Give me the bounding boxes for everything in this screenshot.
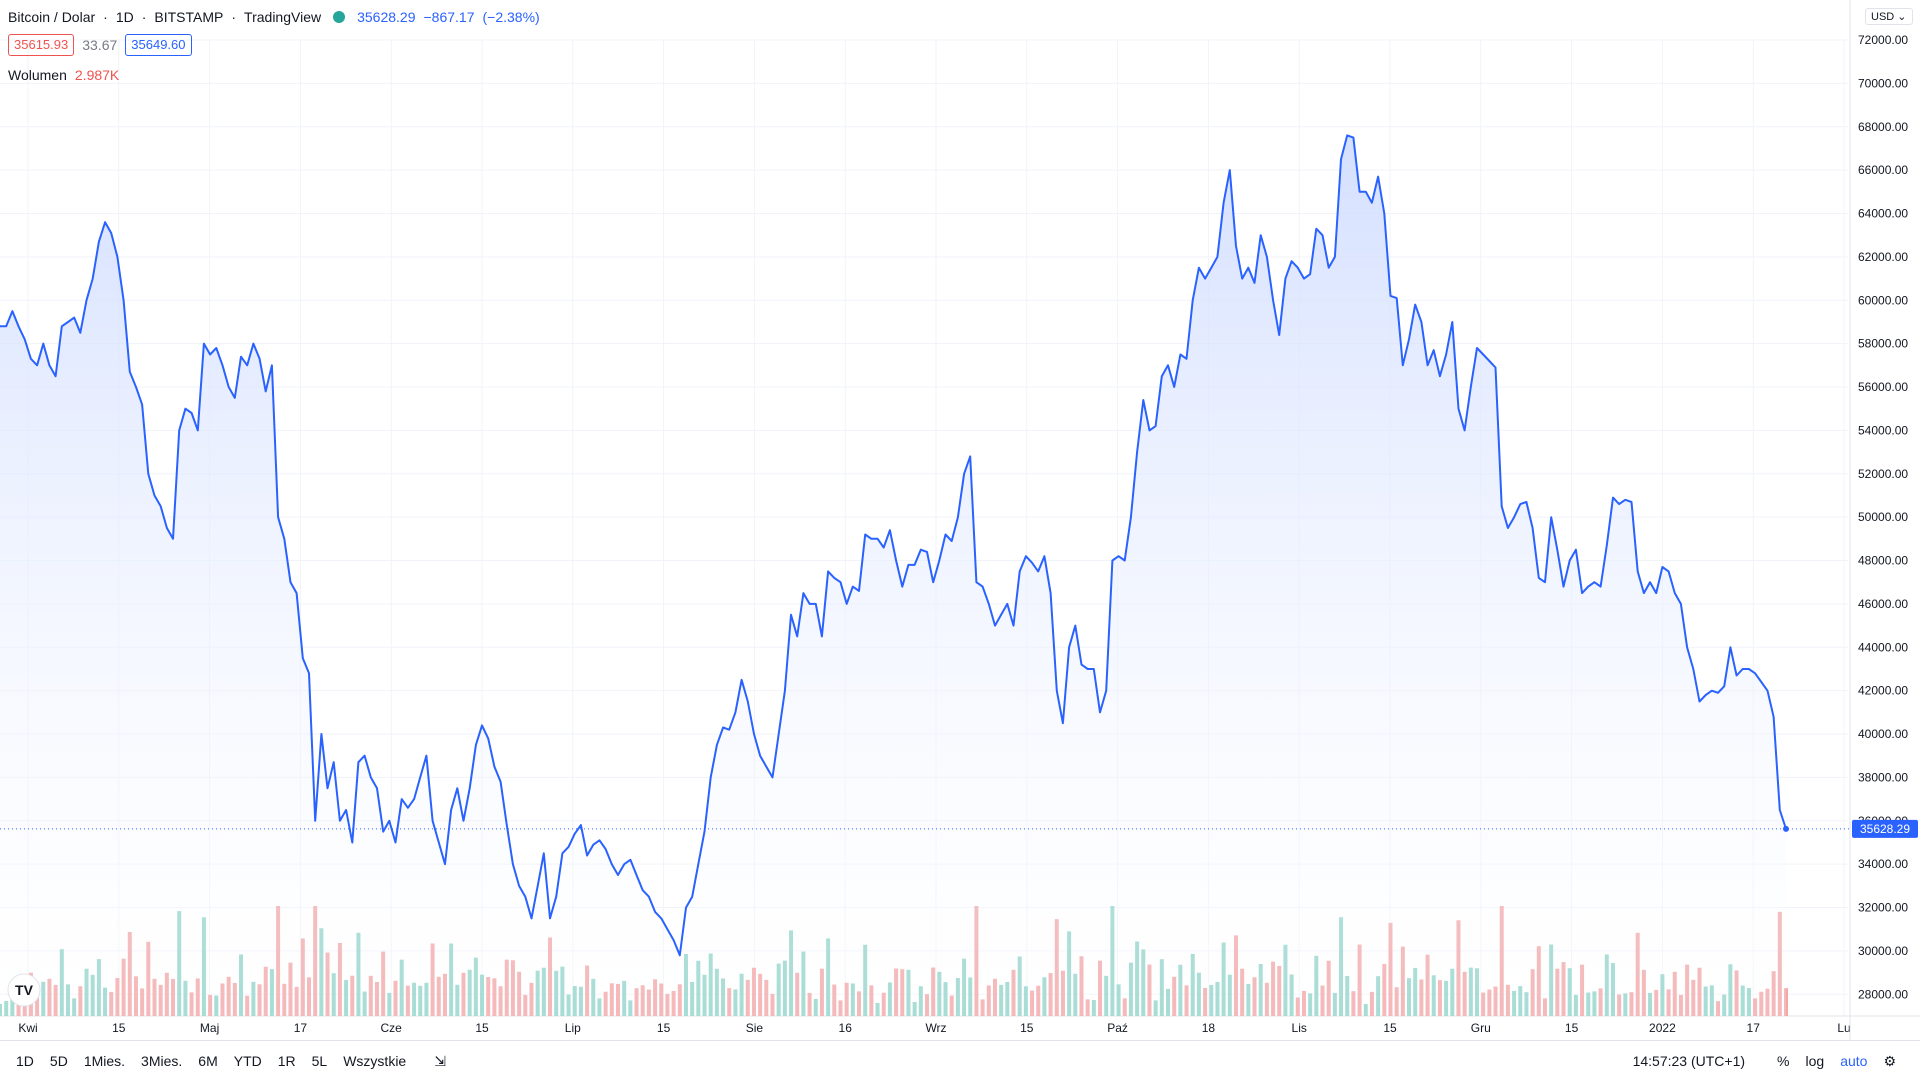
ask-button[interactable]: 35649.60 [125,34,192,56]
y-tick-label: 56000.00 [1858,380,1908,394]
price-change: −867.17 [423,9,475,25]
y-tick-label: 40000.00 [1858,727,1908,741]
y-tick-label: 60000.00 [1858,293,1908,307]
separator-dot: · [141,9,147,25]
auto-toggle[interactable]: auto [1840,1053,1868,1069]
x-tick-label: 2022 [1649,1021,1676,1035]
x-tick-label: Maj [200,1021,219,1035]
range-5d-button[interactable]: 5D [49,1053,68,1069]
y-tick-label: 38000.00 [1858,770,1908,784]
x-tick-label: 16 [839,1021,853,1035]
log-toggle[interactable]: log [1805,1053,1825,1069]
y-tick-label: 70000.00 [1858,76,1908,90]
y-tick-label: 62000.00 [1858,250,1908,264]
y-tick-label: 44000.00 [1858,640,1908,654]
y-tick-label: 32000.00 [1858,901,1908,915]
interval-label[interactable]: 1D [115,9,134,25]
volume-row: Wolumen 2.987K [8,66,540,84]
x-tick-label: 15 [657,1021,671,1035]
spread-value: 33.67 [82,37,118,53]
y-tick-label: 50000.00 [1858,510,1908,524]
currency-label: USD [1871,11,1895,23]
x-tick-label: Sie [746,1021,764,1035]
range-3m-button[interactable]: 3Mies. [141,1053,183,1069]
price-line [0,134,1787,957]
y-tick-label: 48000.00 [1858,554,1908,568]
chart-legend: Bitcoin / Dolar · 1D · BITSTAMP · Tradin… [8,8,540,84]
separator-dot: · [231,9,237,25]
tradingview-logo [7,973,41,1007]
price-change-pct: (−2.38%) [482,9,540,25]
percent-toggle[interactable]: % [1777,1053,1790,1069]
y-tick-label: 34000.00 [1858,857,1908,871]
volume-label[interactable]: Wolumen [8,67,67,83]
x-tick-label: 15 [1020,1021,1034,1035]
range-1m-button[interactable]: 1Mies. [83,1053,126,1069]
x-tick-label: Lis [1292,1021,1307,1035]
date-range-icon[interactable]: ⇲ [434,1052,446,1069]
last-price-tag [1852,819,1918,838]
y-tick-label: 68000.00 [1858,120,1908,134]
market-status-icon [333,11,346,23]
x-tick-label: 17 [1747,1021,1761,1035]
range-1y-button[interactable]: 1R [277,1053,296,1069]
x-tick-label: 18 [1202,1021,1216,1035]
x-tick-label: Gru [1471,1021,1491,1035]
range-6m-button[interactable]: 6M [198,1053,218,1069]
chevron-down-icon: ⌄ [1897,11,1907,23]
source-label: TradingView [244,9,322,25]
bottom-toolbar: 1D 5D 1Mies. 3Mies. 6M YTD 1R 5L Wszystk… [0,1040,1920,1081]
clock-timezone[interactable]: 14:57:23 (UTC+1) [1632,1053,1746,1069]
y-tick-label: 64000.00 [1858,207,1908,221]
y-tick-label: 58000.00 [1858,337,1908,351]
x-tick-label: Lip [565,1021,581,1035]
range-5y-button[interactable]: 5L [311,1053,328,1069]
x-tick-label: 17 [294,1021,308,1035]
currency-select[interactable]: USD ⌄ [1865,8,1913,25]
bid-button[interactable]: 35615.93 [8,34,75,56]
y-tick-label: 54000.00 [1858,423,1908,437]
x-tick-label: Paź [1107,1021,1128,1035]
range-ytd-button[interactable]: YTD [233,1053,262,1069]
bid-ask-row: 35615.93 33.67 35649.60 [8,34,540,56]
volume-value: 2.987K [74,67,120,83]
tradingview-logo-text: TV [15,982,34,998]
y-tick-label: 72000.00 [1858,33,1908,47]
x-tick-label: 15 [1565,1021,1579,1035]
separator-dot: · [103,9,108,25]
y-tick-label: 52000.00 [1858,467,1908,481]
x-tick-label: 15 [1383,1021,1397,1035]
range-all-button[interactable]: Wszystkie [343,1053,407,1069]
x-tick-label: Cze [381,1021,403,1035]
price-area [0,135,1786,1016]
last-price-marker [1783,825,1789,832]
x-tick-label: 15 [475,1021,489,1035]
y-tick-label: 42000.00 [1858,684,1908,698]
gear-icon[interactable]: ⚙ [1883,1052,1896,1069]
x-tick-label: Lu [1837,1021,1850,1035]
range-1d-button[interactable]: 1D [16,1053,34,1069]
exchange-label: BITSTAMP [154,9,224,25]
symbol-name[interactable]: Bitcoin / Dolar [8,9,96,25]
last-price-tag-label: 35628.29 [1860,822,1910,836]
y-tick-label: 30000.00 [1858,944,1908,958]
y-tick-label: 46000.00 [1858,597,1908,611]
y-tick-label: 66000.00 [1858,163,1908,177]
last-price: 35628.29 [357,9,416,25]
y-tick-label: 28000.00 [1858,987,1908,1001]
x-tick-label: Wrz [925,1021,946,1035]
x-tick-label: Kwi [18,1021,37,1035]
symbol-row: Bitcoin / Dolar · 1D · BITSTAMP · Tradin… [8,8,540,26]
x-tick-label: 15 [112,1021,126,1035]
